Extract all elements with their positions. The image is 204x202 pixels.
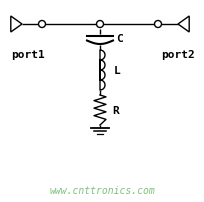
Text: R: R <box>111 105 118 115</box>
Text: C: C <box>115 33 122 43</box>
Text: port1: port1 <box>11 50 45 60</box>
Text: port2: port2 <box>160 50 194 60</box>
Circle shape <box>38 21 45 28</box>
Text: L: L <box>113 66 120 76</box>
Text: www.cnttronics.com: www.cnttronics.com <box>49 185 154 195</box>
Circle shape <box>96 21 103 28</box>
Circle shape <box>154 21 161 28</box>
